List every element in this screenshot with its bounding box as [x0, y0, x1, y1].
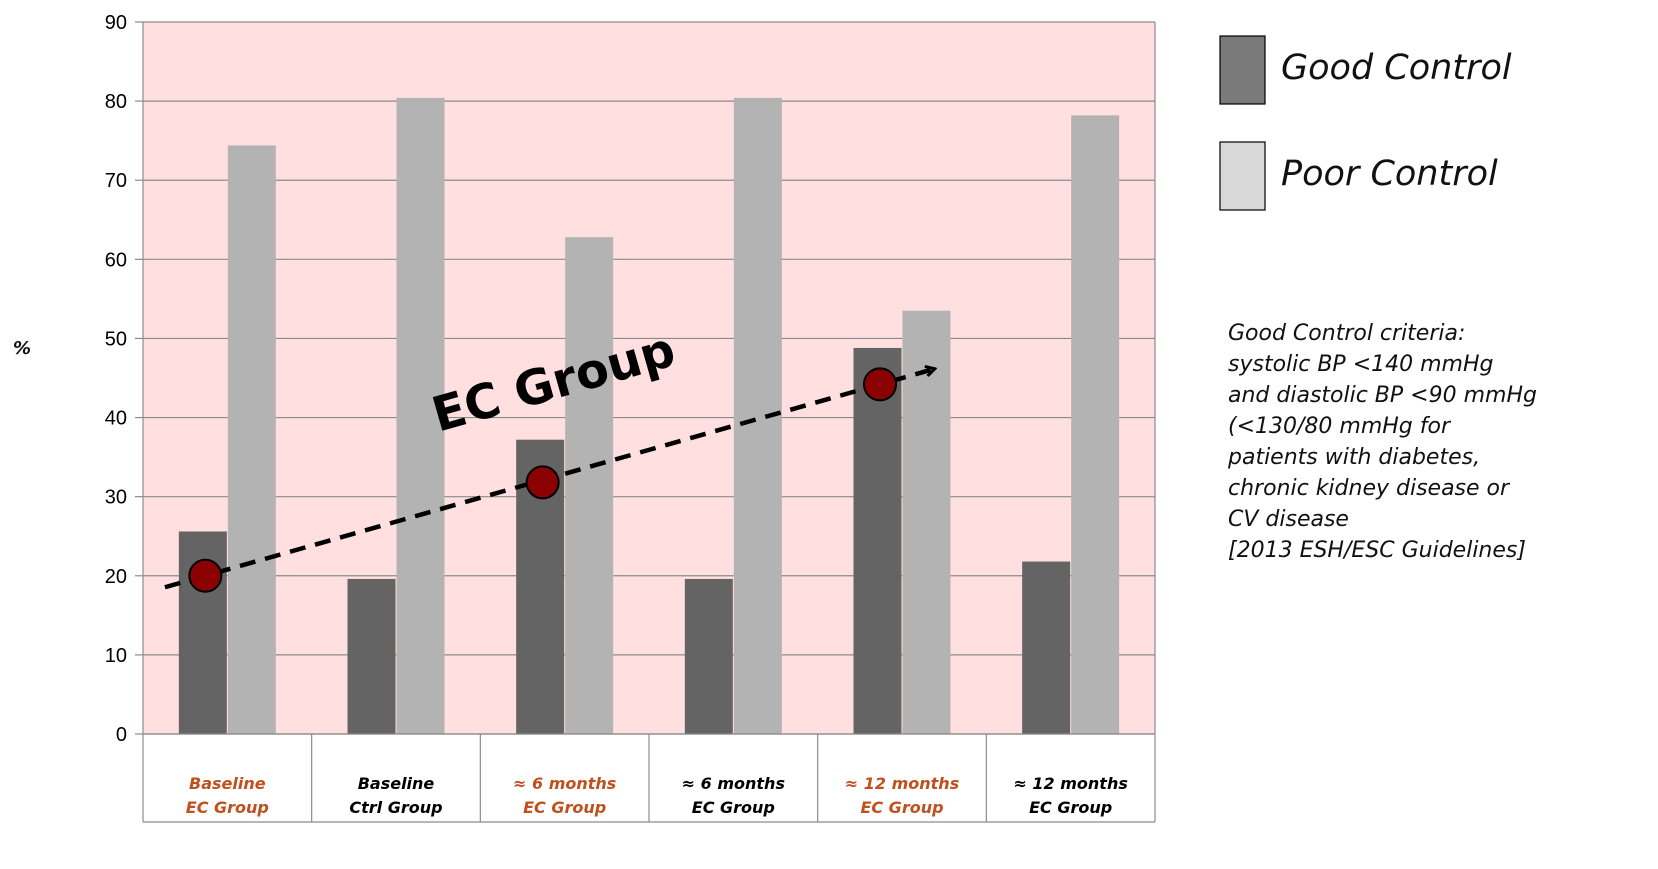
poor-control-bar	[1071, 115, 1120, 734]
trend-marker	[188, 558, 223, 593]
category-label: Baseline	[358, 774, 435, 793]
legend-swatch	[1219, 35, 1266, 105]
legend-label: Good Control	[1281, 48, 1512, 88]
poor-control-bar	[565, 237, 614, 734]
good-control-bar	[684, 578, 733, 734]
criteria-note-line: CV disease	[1228, 507, 1349, 532]
y-tick-label: 20	[105, 566, 127, 588]
criteria-note-line: patients with diabetes,	[1228, 445, 1481, 470]
category-label: EC Group	[1029, 798, 1112, 817]
criteria-note-line: Good Control criteria:	[1228, 321, 1466, 346]
criteria-note-line: (<130/80 mmHg for	[1228, 414, 1451, 439]
category-label: ≈ 6 months	[682, 774, 785, 793]
legend-label: Poor Control	[1281, 154, 1498, 194]
criteria-note-line: systolic BP <140 mmHg	[1228, 352, 1494, 377]
criteria-note-line: [2013 ESH/ESC Guidelines]	[1228, 538, 1526, 563]
y-tick-label: 60	[105, 249, 127, 271]
poor-control-bar	[227, 145, 276, 734]
good-control-bar	[347, 578, 396, 734]
category-label: EC Group	[186, 798, 269, 817]
category-label: ≈ 12 months	[1013, 774, 1127, 793]
good-control-bar	[853, 347, 902, 734]
category-label: ≈ 12 months	[845, 774, 959, 793]
legend-swatch	[1219, 141, 1266, 211]
category-label: Baseline	[189, 774, 266, 793]
y-axis-label: %	[13, 338, 31, 359]
category-label: ≈ 6 months	[513, 774, 616, 793]
criteria-note-line: and diastolic BP <90 mmHg	[1228, 383, 1537, 408]
category-label: Ctrl Group	[349, 798, 442, 817]
trend-marker	[525, 465, 560, 500]
y-tick-label: 90	[105, 12, 127, 34]
plot-background	[143, 22, 1155, 734]
category-label: EC Group	[692, 798, 775, 817]
y-tick-label: 80	[105, 91, 127, 113]
y-tick-label: 50	[105, 328, 127, 350]
criteria-note-line: chronic kidney disease or	[1228, 476, 1510, 501]
y-tick-label: 40	[105, 408, 127, 430]
category-label: EC Group	[860, 798, 943, 817]
poor-control-bar	[396, 97, 445, 735]
good-control-bar	[1022, 561, 1071, 734]
y-tick-label: 30	[105, 487, 127, 509]
trend-marker	[863, 367, 897, 402]
criteria-note: Good Control criteria: systolic BP <140 …	[1228, 318, 1648, 566]
category-label: EC Group	[523, 798, 606, 817]
y-tick-label: 10	[105, 645, 127, 667]
poor-control-bar	[902, 310, 951, 734]
y-tick-label: 70	[105, 170, 127, 192]
y-tick-label: 0	[116, 724, 127, 746]
